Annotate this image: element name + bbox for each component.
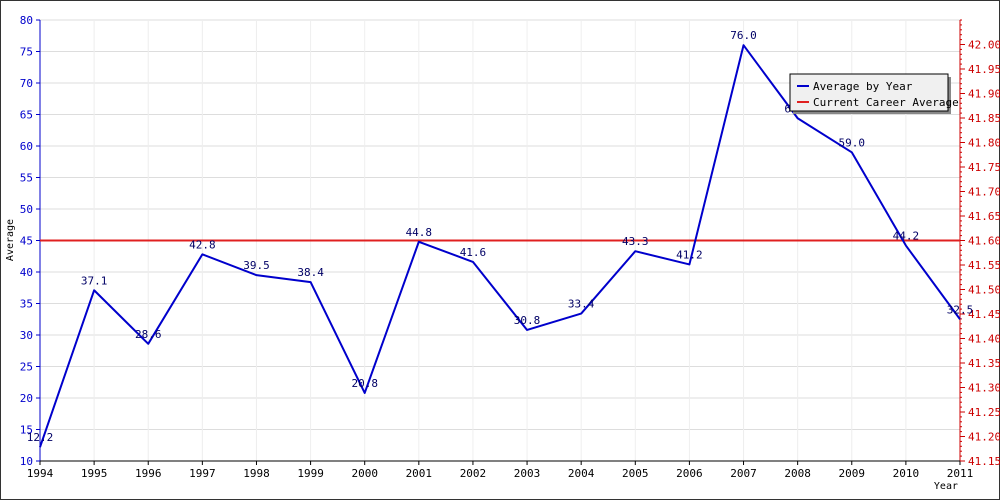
data-label: 41.6 [460,246,487,259]
x-tick-label: 1997 [189,467,216,480]
data-label: 30.8 [514,314,541,327]
data-label: 39.5 [243,259,270,272]
y-left-tick-label: 15 [20,424,33,437]
y-left-tick-label: 80 [20,14,33,27]
y-right-tick-label: 41.30 [968,382,1000,395]
y-left-tick-label: 75 [20,46,33,59]
y-right-tick-label: 41.95 [968,63,1000,76]
data-labels: 12.2 37.1 28.6 42.8 39.5 38.4 20.8 44.8 41.6 30.8… [27,29,974,444]
data-label: 37.1 [81,274,108,287]
y-axis-title: Average [5,219,16,261]
y-right-tick-label: 41.70 [968,186,1000,199]
x-tick-label: 1994 [27,467,54,480]
y-left-tick-label: 60 [20,140,33,153]
x-tick-label: 1996 [135,467,162,480]
x-tick-label: 1998 [243,467,270,480]
y-axis-right-ticks: 41.15 41.20 41.25 41.30 41.35 41.40 41.45 41.50… [960,19,1000,468]
y-right-tick-label: 41.20 [968,431,1000,444]
y-right-tick-label: 41.60 [968,235,1000,248]
x-tick-label: 2003 [514,467,541,480]
y-left-tick-label: 45 [20,235,33,248]
y-left-tick-label: 10 [20,455,33,468]
y-right-tick-label: 41.55 [968,259,1000,272]
y-right-tick-label: 41.45 [968,308,1000,321]
y-left-tick-label: 65 [20,109,33,122]
x-axis-title: Year [934,481,958,492]
x-tick-label: 2006 [676,467,703,480]
x-tick-label: 2008 [784,467,811,480]
y-right-tick-label: 41.15 [968,455,1000,468]
y-left-tick-label: 55 [20,172,33,185]
data-label: 59.0 [839,136,866,149]
y-left-tick-label: 70 [20,77,33,90]
series-average-by-year [39,44,961,448]
data-label: 76.0 [730,29,757,42]
legend: Average by Year Current Career Average [789,73,959,114]
y-right-tick-label: 41.90 [968,88,1000,101]
legend-label-career-average: Current Career Average [813,96,959,109]
data-label: 41.2 [676,248,703,261]
legend-box [789,73,949,112]
y-right-tick-label: 41.35 [968,357,1000,370]
y-right-tick-label: 41.75 [968,161,1000,174]
x-tick-label: 1999 [297,467,324,480]
x-tick-label: 2005 [622,467,649,480]
y-right-tick-label: 42.00 [968,39,1000,52]
series-group [39,44,961,448]
data-label: 43.3 [622,235,649,248]
x-axis-ticks: 1994 1995 1996 1997 1998 1999 2000 2001 2002 2003… [27,461,974,480]
y-right-tick-label: 41.80 [968,137,1000,150]
y-right-tick-label: 41.40 [968,333,1000,346]
data-label: 28.6 [135,328,162,341]
x-tick-label: 2010 [893,467,920,480]
y-left-tick-label: 40 [20,266,33,279]
y-right-tick-label: 41.25 [968,406,1000,419]
y-right-tick-label: 41.50 [968,284,1000,297]
x-tick-label: 2002 [460,467,487,480]
y-axis-left-ticks: 10 15 20 25 30 35 40 45 50 55 60 65 70 75 80 [20,14,40,468]
x-tick-label: 2004 [568,467,595,480]
data-label: 44.8 [406,226,433,239]
legend-label-average-by-year: Average by Year [813,80,913,93]
x-tick-label: 2011 [947,467,974,480]
y-left-tick-label: 35 [20,298,33,311]
data-label: 32.5 [947,303,974,316]
x-tick-label: 1995 [81,467,108,480]
data-label: 12.2 [27,431,54,444]
y-left-tick-label: 25 [20,361,33,374]
y-left-tick-label: 50 [20,203,33,216]
data-label: 33.4 [568,298,595,311]
x-tick-label: 2009 [839,467,866,480]
y-right-tick-label: 41.65 [968,210,1000,223]
y-left-tick-label: 30 [20,329,33,342]
x-tick-label: 2000 [351,467,378,480]
y-right-tick-label: 41.85 [968,112,1000,125]
x-tick-label: 2001 [406,467,433,480]
x-tick-label: 2007 [730,467,757,480]
data-label: 42.8 [189,238,216,251]
data-label: 20.8 [351,377,378,390]
data-label: 38.4 [297,266,324,279]
y-left-tick-label: 20 [20,392,33,405]
data-label: 44.2 [893,230,920,243]
